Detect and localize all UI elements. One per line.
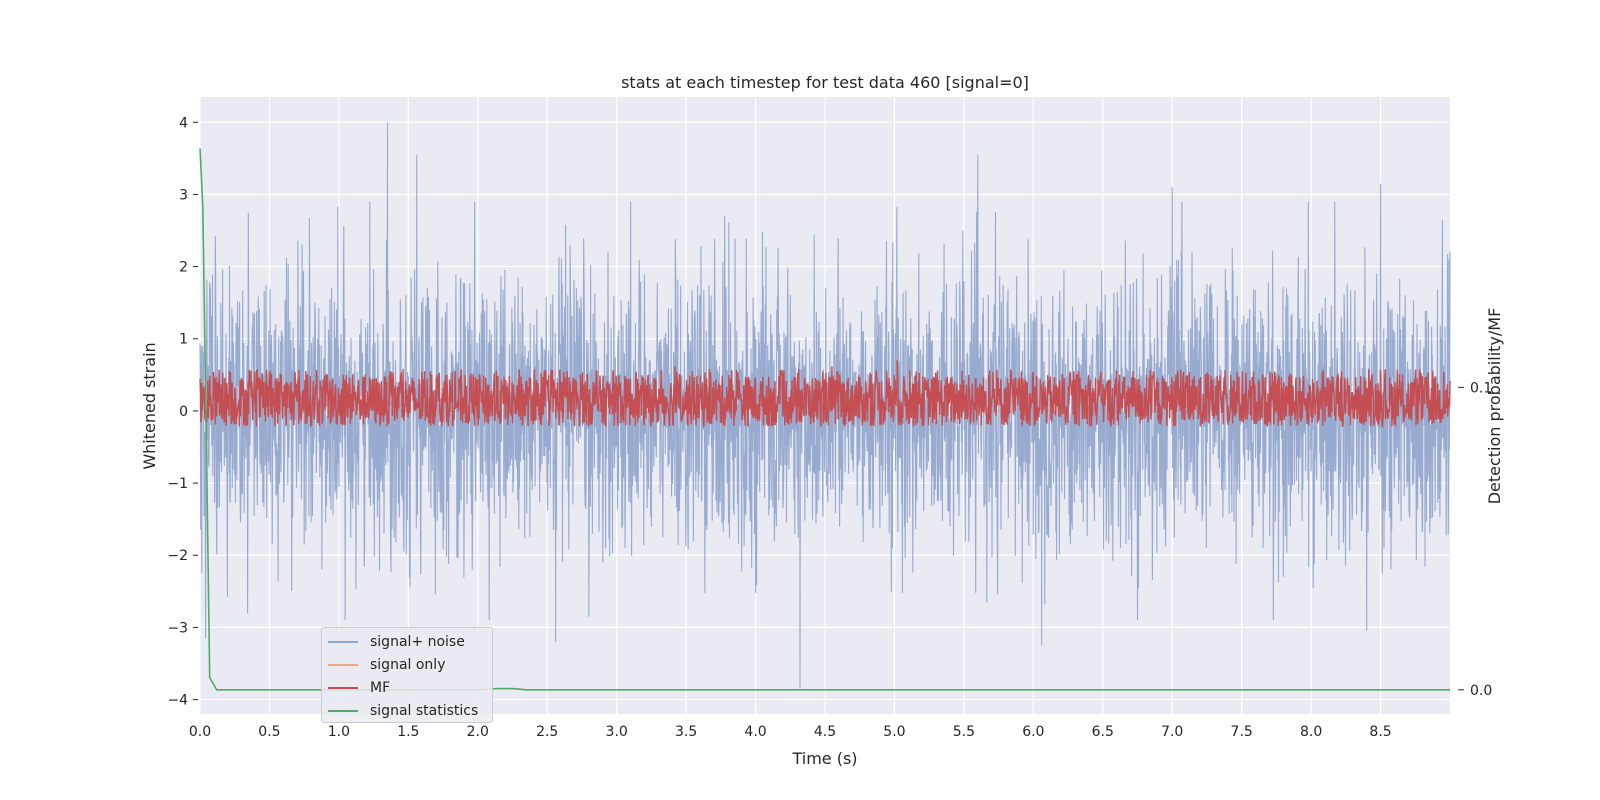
legend-swatch <box>328 710 358 712</box>
series-mf-line <box>199 360 1451 429</box>
y2-tick-label: 0.0 <box>1470 683 1492 699</box>
x-tick-label: 8.5 <box>1369 724 1391 740</box>
y2-axis-label: Detection probability/MF <box>1485 308 1504 505</box>
x-tick-label: 1.0 <box>328 724 350 740</box>
y-tick-label: 1 <box>179 332 188 348</box>
x-tick-label: 0.0 <box>189 724 211 740</box>
legend-swatch <box>328 664 358 666</box>
y-axis-label: Whitened strain <box>140 342 159 469</box>
x-tick-label: 7.5 <box>1231 724 1253 740</box>
x-tick-label: 3.5 <box>675 724 697 740</box>
y-tick-label: −3 <box>167 620 188 636</box>
x-tick-label: 6.5 <box>1092 724 1114 740</box>
x-tick-label: 4.5 <box>814 724 836 740</box>
tick-layer: 0.0 0.5 1.0 1.5 2.0 2.5 3.0 3.5 4.0 4.5 5.0 5.5 6.0 6… <box>167 115 1492 740</box>
x-tick-label: 7.0 <box>1161 724 1183 740</box>
x-tick-label: 5.5 <box>953 724 975 740</box>
x-tick-label: 5.0 <box>883 724 905 740</box>
legend-label: signal statistics <box>370 703 479 719</box>
legend-swatch <box>328 687 358 689</box>
legend-item-signal-noise: signal+ noise <box>328 631 465 653</box>
y-tick-label: −2 <box>167 548 188 564</box>
x-tick-label: 6.0 <box>1022 724 1044 740</box>
x-tick-label: 2.5 <box>536 724 558 740</box>
legend-item-signal-statistics: signal statistics <box>328 700 478 722</box>
x-tick-label: 0.5 <box>258 724 280 740</box>
legend-item-signal-only: signal only <box>328 654 445 676</box>
y-tick-label: 2 <box>179 260 188 276</box>
legend-label: signal only <box>370 657 446 673</box>
legend-label: signal+ noise <box>370 634 465 650</box>
x-tick-label: 3.0 <box>606 724 628 740</box>
legend-label: MF <box>370 680 391 696</box>
legend-item-mf: MF <box>328 677 390 699</box>
y-tick-label: −4 <box>167 693 188 709</box>
chart-title: stats at each timestep for test data 460… <box>621 73 1029 92</box>
y2-tick-label: 0.1 <box>1470 380 1492 396</box>
x-axis-label: Time (s) <box>791 749 857 768</box>
x-tick-label: 8.0 <box>1300 724 1322 740</box>
legend-swatch <box>328 641 358 643</box>
x-tick-label: 1.5 <box>397 724 419 740</box>
y-tick-label: −1 <box>167 476 188 492</box>
y-tick-label: 0 <box>179 404 188 420</box>
x-tick-label: 2.0 <box>467 724 489 740</box>
y-tick-label: 3 <box>179 187 188 203</box>
y-tick-label: 4 <box>179 115 188 131</box>
legend: signal+ noise signal only MF signal stat… <box>321 627 493 723</box>
x-tick-label: 4.0 <box>744 724 766 740</box>
